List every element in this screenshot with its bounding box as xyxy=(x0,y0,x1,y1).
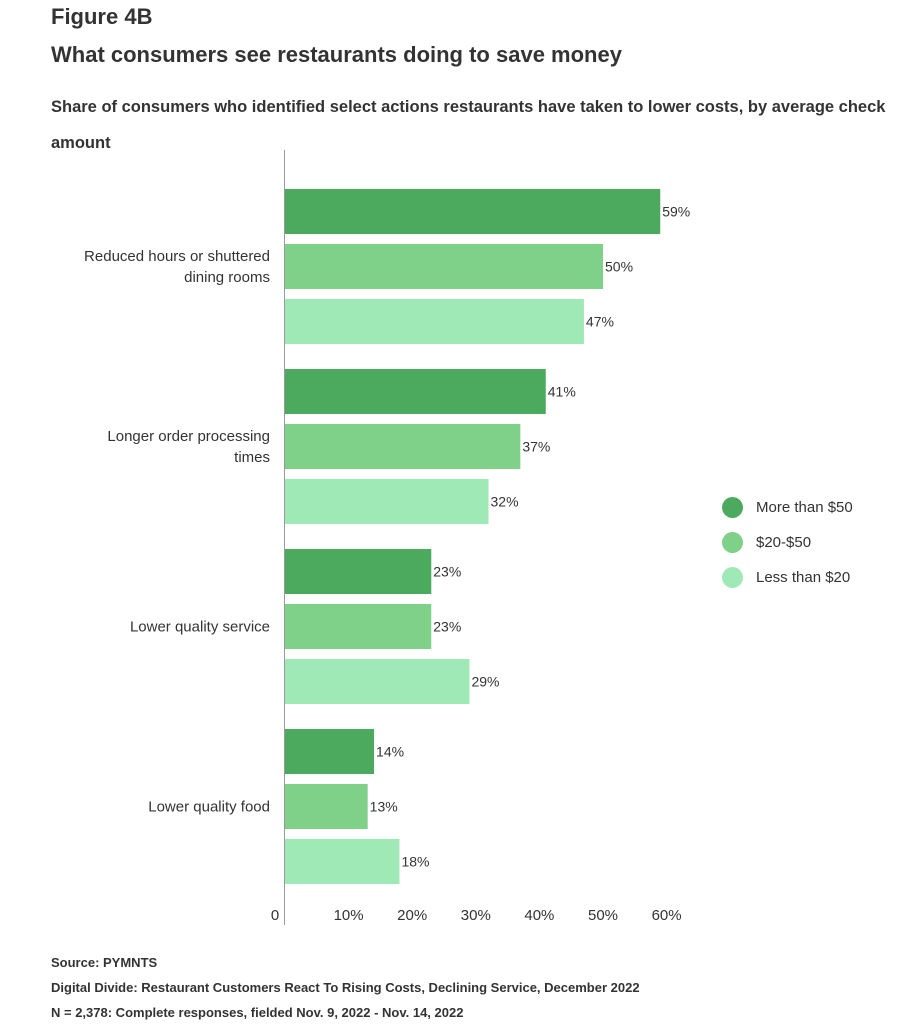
legend: More than $50 $20-$50 Less than $20 xyxy=(722,490,853,595)
chart-title: What consumers see restaurants doing to … xyxy=(51,42,622,67)
data-label: 41% xyxy=(548,384,576,400)
category-label-line: dining rooms xyxy=(184,269,270,286)
data-label: 14% xyxy=(376,744,404,760)
legend-swatch-more-than-50 xyxy=(722,497,743,518)
x-tick-label: 20% xyxy=(397,907,427,924)
legend-label: $20-$50 xyxy=(756,534,812,551)
bar xyxy=(285,479,489,524)
category-label: Reduced hours or shuttered dining rooms xyxy=(84,248,270,286)
category-label: Longer order processing times xyxy=(107,428,270,466)
x-tick-label: 30% xyxy=(461,907,491,924)
category-label: Lower quality service xyxy=(130,619,270,636)
category-label-line: times xyxy=(234,449,270,466)
legend-label: Less than $20 xyxy=(756,569,851,586)
data-label: 59% xyxy=(662,204,690,220)
data-label: 47% xyxy=(586,314,614,330)
figure-label: Figure 4B xyxy=(51,4,153,29)
legend-item-less-than-20: Less than $20 xyxy=(722,560,853,595)
category-label-line: Longer order processing xyxy=(107,428,270,445)
data-label: 32% xyxy=(491,494,519,510)
chart-footer: Source: PYMNTS Digital Divide: Restauran… xyxy=(51,950,891,1025)
legend-item-20-50: $20-$50 xyxy=(722,525,853,560)
legend-label: More than $50 xyxy=(756,499,853,516)
x-tick-label: 10% xyxy=(334,907,364,924)
data-label: 18% xyxy=(401,854,429,870)
bar xyxy=(285,424,521,469)
x-tick-label: 50% xyxy=(588,907,618,924)
bar xyxy=(285,244,603,289)
data-label: 50% xyxy=(605,259,633,275)
category-label-line: Lower quality service xyxy=(130,619,270,636)
legend-swatch-less-than-20 xyxy=(722,567,743,588)
category-label-line: Lower quality food xyxy=(148,799,270,816)
category-label-line: Reduced hours or shuttered xyxy=(84,248,270,265)
legend-item-more-than-50: More than $50 xyxy=(722,490,853,525)
x-tick-label: 0 xyxy=(271,907,279,924)
legend-swatch-20-50 xyxy=(722,532,743,553)
x-tick-label: 60% xyxy=(652,907,682,924)
bar xyxy=(285,729,375,774)
bar xyxy=(285,784,368,829)
bar xyxy=(285,369,546,414)
bar xyxy=(285,604,432,649)
data-label: 37% xyxy=(522,439,550,455)
data-label: 29% xyxy=(471,674,499,690)
bar-chart: 59% 50% 47% Reduced hours or shuttered dinin… xyxy=(84,150,690,925)
report-note: Digital Divide: Restaurant Customers Rea… xyxy=(51,980,640,995)
source-note: Source: PYMNTS xyxy=(51,955,158,970)
sample-note: N = 2,378: Complete responses, fielded N… xyxy=(51,1005,464,1020)
category-label: Lower quality food xyxy=(148,799,270,816)
chart-subtitle: Share of consumers who identified select… xyxy=(51,98,886,152)
bar xyxy=(285,299,584,344)
x-tick-label: 40% xyxy=(524,907,554,924)
bar xyxy=(285,659,470,704)
bar xyxy=(285,549,432,594)
data-label: 23% xyxy=(433,619,461,635)
bar xyxy=(285,839,400,884)
bar xyxy=(285,189,661,234)
data-label: 13% xyxy=(370,799,398,815)
data-label: 23% xyxy=(433,564,461,580)
